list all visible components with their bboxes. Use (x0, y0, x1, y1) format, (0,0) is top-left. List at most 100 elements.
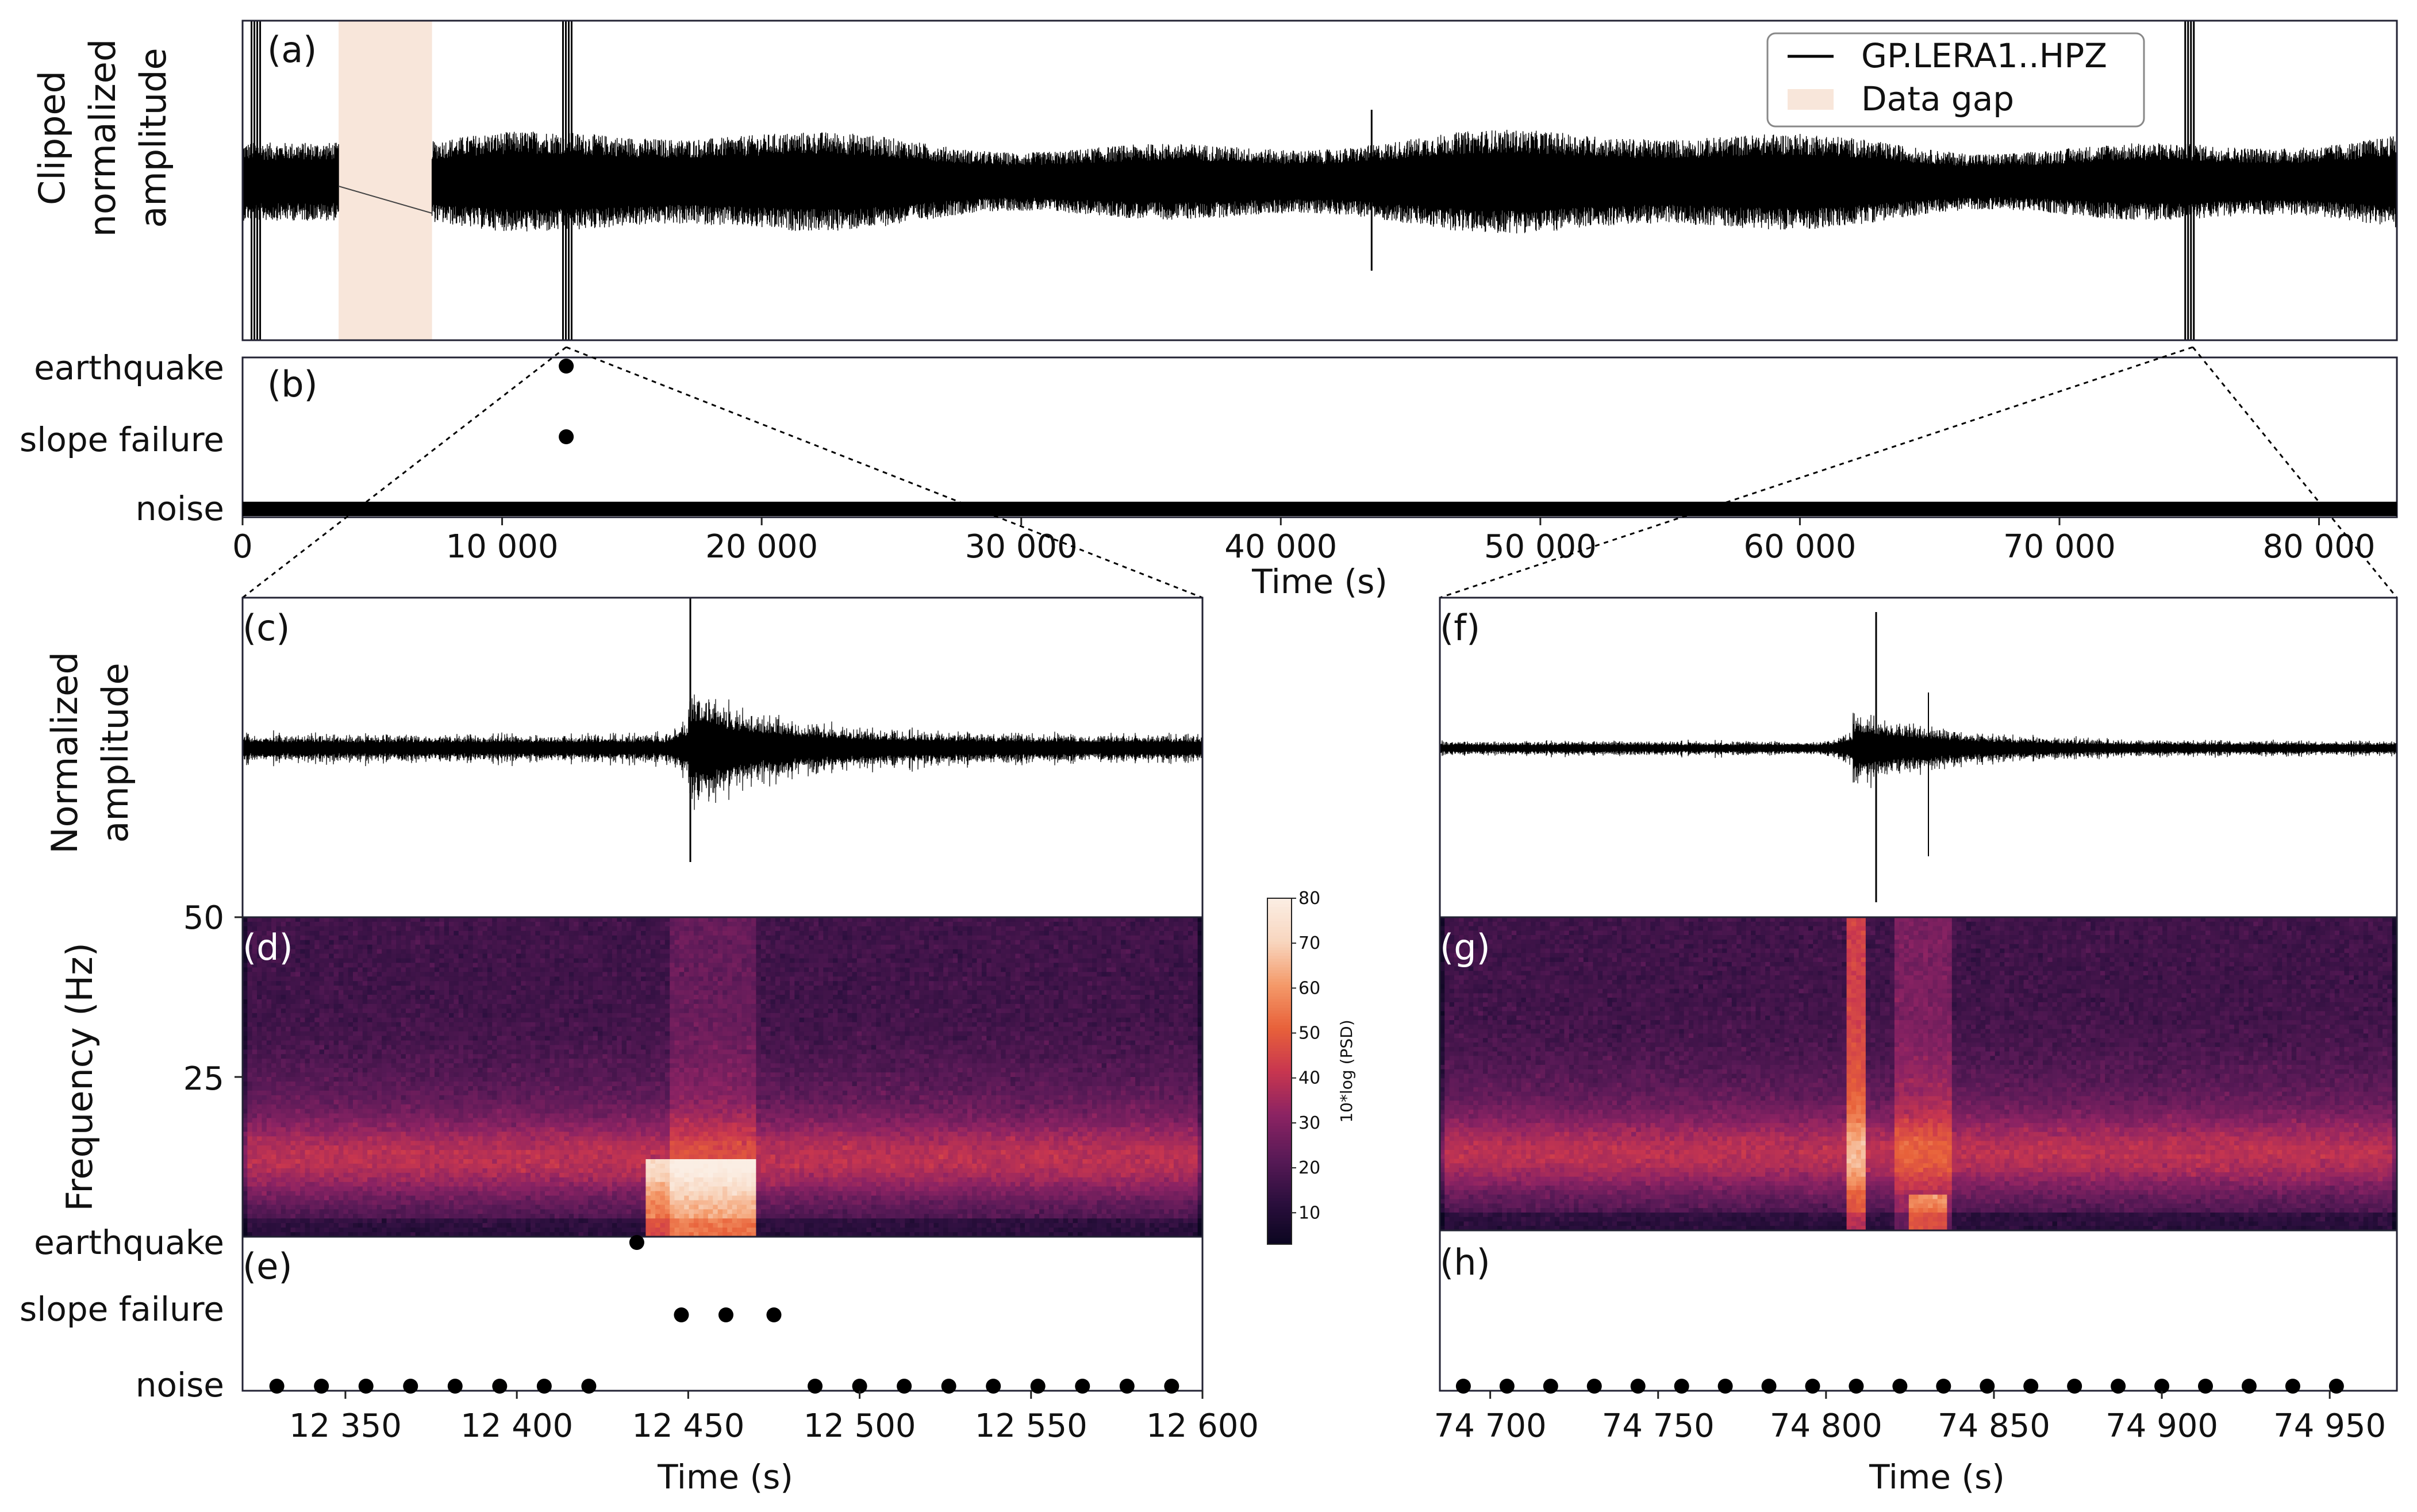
spectrogram-d-cell (329, 949, 335, 955)
spectrogram-d-cell (449, 1163, 454, 1169)
spectrogram-d-cell (405, 1159, 411, 1164)
spectrogram-d-cell (314, 972, 320, 977)
spectrogram-d-cell (252, 1118, 258, 1124)
spectrogram-d-cell (564, 1013, 570, 1018)
spectrogram-d-cell (382, 1200, 387, 1206)
spectrogram-d-cell (305, 999, 310, 1005)
spectrogram-d-cell (391, 1141, 397, 1146)
spectrogram-d-cell (439, 1036, 445, 1041)
spectrogram-d-cell (535, 986, 541, 991)
spectrogram-d-cell (501, 999, 507, 1005)
spectrogram-d-cell (300, 1072, 306, 1078)
spectrogram-d-cell (478, 1136, 483, 1141)
spectrogram-d-cell (472, 1040, 478, 1046)
spectrogram-d-cell (458, 935, 464, 941)
spectrogram-d-cell (568, 999, 574, 1005)
spectrogram-d-cell (391, 999, 397, 1005)
spectrogram-d-cell (280, 981, 286, 986)
spectrogram-d-cell (506, 930, 512, 936)
spectrogram-d-cell (425, 1155, 431, 1160)
spectrogram-d-cell (574, 1077, 579, 1082)
spectrogram-d-cell (358, 1008, 363, 1014)
spectrogram-d-cell (574, 1104, 579, 1110)
spectrogram-d-cell (286, 1155, 291, 1160)
spectrogram-d-cell (449, 995, 454, 1000)
spectrogram-d-cell (324, 995, 329, 1000)
spectrogram-d-cell (525, 1182, 531, 1187)
spectrogram-d-cell (444, 1232, 449, 1237)
spectrogram-d-cell (511, 1031, 517, 1037)
spectrogram-d-cell (329, 981, 335, 986)
spectrogram-d-cell (266, 1040, 272, 1046)
spectrogram-d-cell (252, 1026, 258, 1032)
spectrogram-d-cell (314, 1214, 320, 1219)
spectrogram-d-cell (276, 926, 282, 932)
spectrogram-d-cell (262, 981, 267, 986)
spectrogram-d-cell (449, 976, 454, 982)
spectrogram-d-cell (429, 1090, 435, 1096)
spectrogram-d-cell (314, 1145, 320, 1151)
spectrogram-d-cell (339, 1132, 344, 1137)
spectrogram-d-cell (574, 1205, 579, 1210)
spectrogram-d-cell (468, 1113, 474, 1119)
spectrogram-d-cell (516, 963, 521, 968)
spectrogram-d-cell (420, 1086, 425, 1091)
spectrogram-d-cell (286, 1218, 291, 1224)
spectrogram-d-cell (386, 1068, 392, 1073)
spectrogram-d-cell (319, 953, 325, 959)
spectrogram-d-cell (257, 1223, 263, 1228)
spectrogram-d-cell (492, 1090, 498, 1096)
spectrogram-d-cell (343, 1209, 349, 1214)
spectrogram-d-cell (266, 995, 272, 1000)
spectrogram-d-cell (482, 1068, 488, 1073)
spectrogram-d-cell (358, 999, 363, 1005)
spectrogram-d-cell (564, 963, 570, 968)
spectrogram-d-cell (545, 940, 550, 945)
spectrogram-d-cell (286, 940, 291, 945)
spectrogram-d-cell (525, 972, 531, 977)
spectrogram-d-cell (525, 1223, 531, 1228)
spectrogram-d-cell (372, 1136, 378, 1141)
spectrogram-d-cell (540, 1218, 545, 1224)
spectrogram-d-cell (521, 972, 527, 977)
spectrogram-d-cell (439, 1022, 445, 1028)
spectrogram-d-cell (501, 963, 507, 968)
spectrogram-d-cell (372, 953, 378, 959)
spectrogram-d-cell (531, 1232, 536, 1237)
spectrogram-d-cell (276, 1003, 282, 1009)
spectrogram-d-cell (472, 1063, 478, 1068)
spectrogram-d-cell (468, 1127, 474, 1132)
spectrogram-d-cell (564, 921, 570, 927)
spectrogram-d-cell (314, 1068, 320, 1073)
spectrogram-d-cell (492, 972, 498, 977)
spectrogram-d-cell (372, 1003, 378, 1009)
spectrogram-d-cell (454, 958, 459, 964)
spectrogram-d-cell (425, 958, 431, 964)
spectrogram-d-cell (425, 917, 431, 922)
spectrogram-d-cell (401, 1200, 406, 1206)
spectrogram-d-cell (521, 1163, 527, 1169)
spectrogram-d-cell (372, 921, 378, 927)
spectrogram-d-cell (314, 1209, 320, 1214)
spectrogram-d-cell (531, 1195, 536, 1201)
spectrogram-d-cell (578, 981, 584, 986)
spectrogram-d-cell (410, 1214, 416, 1219)
spectrogram-d-cell (280, 1090, 286, 1096)
spectrogram-d-cell (319, 1068, 325, 1073)
spectrogram-d-cell (435, 1063, 440, 1068)
spectrogram-d-cell (401, 1104, 406, 1110)
spectrogram-d-cell (554, 1168, 560, 1174)
spectrogram-d-cell (286, 953, 291, 959)
spectrogram-d-cell (506, 1223, 512, 1228)
spectrogram-d-cell (559, 1031, 565, 1037)
spectrogram-d-cell (564, 1118, 570, 1124)
spectrogram-d-cell (333, 1036, 339, 1041)
spectrogram-d-cell (482, 1036, 488, 1041)
spectrogram-d-cell (463, 1077, 469, 1082)
spectrogram-d-cell (290, 1118, 296, 1124)
trace-a-noise (243, 143, 339, 221)
spectrogram-d-cell (372, 1031, 378, 1037)
spectrogram-d-cell (410, 1150, 416, 1155)
spectrogram-d-cell (324, 976, 329, 982)
spectrogram-d-cell (276, 1017, 282, 1023)
